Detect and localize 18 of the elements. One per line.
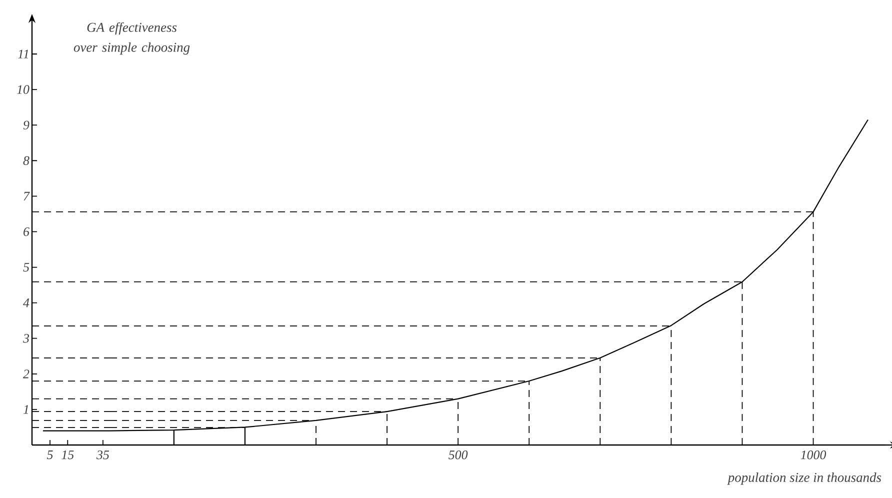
y-tick-label: 8 xyxy=(23,156,30,165)
x-tick-label: 5 xyxy=(46,450,53,460)
y-tick-label: 7 xyxy=(24,192,30,200)
x-axis-title: population size in thousands xyxy=(727,472,882,485)
y-tick-label: 9 xyxy=(23,120,30,130)
x-tick-label: 35 xyxy=(96,450,110,460)
y-tick-label: 1 xyxy=(23,405,28,414)
x-tick-label: 15 xyxy=(62,450,74,460)
y-tick-label: 4 xyxy=(23,298,30,308)
x-tick-label: 1000 xyxy=(800,450,826,460)
y-tick-label: 11 xyxy=(18,50,28,58)
x-tick-label: 500 xyxy=(448,450,468,460)
y-axis-title: GA effectiveness over simple choosing xyxy=(74,22,190,55)
y-tick-label: 6 xyxy=(24,227,30,236)
y-tick-label: 2 xyxy=(23,370,30,378)
y-tick-label: 3 xyxy=(22,334,30,343)
y-tick-label: 10 xyxy=(17,85,30,94)
y-tick-label: 5 xyxy=(23,262,30,272)
